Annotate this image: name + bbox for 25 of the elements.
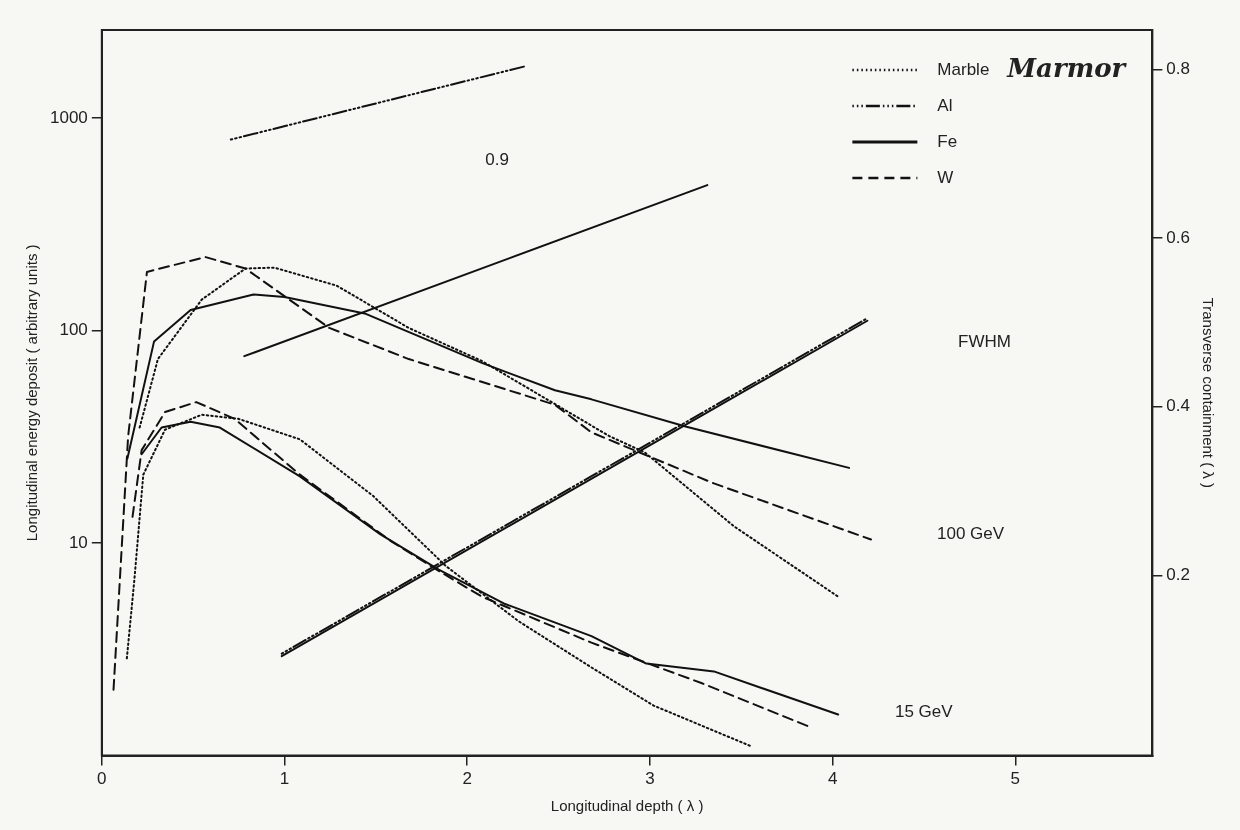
y2-tick-label: 0.8 — [1166, 59, 1191, 79]
annotation: FWHM — [958, 331, 1011, 351]
y2-tick-label: 0.2 — [1166, 564, 1191, 584]
y-axis-title: Longitudinal energy deposit ( arbitrary units ) — [23, 244, 41, 542]
y-tick-label: 10 — [68, 532, 88, 552]
y-tick-label: 1000 — [49, 107, 88, 127]
y2-tick-label: 0.6 — [1166, 227, 1191, 247]
x-tick-label: 0 — [97, 769, 107, 789]
x-tick-label: 1 — [279, 769, 290, 789]
annotation: 15 GeV — [894, 701, 954, 721]
annotation: 0.9 — [485, 150, 509, 170]
x-tick-label: 4 — [827, 769, 838, 789]
legend-label: W — [937, 167, 954, 187]
annotation: Marmor — [1006, 52, 1128, 83]
y2-axis-title: Transverse containment ( λ ) — [1199, 297, 1217, 488]
x-tick-label: 3 — [645, 769, 655, 789]
annotation: 100 GeV — [937, 523, 1005, 543]
legend-label: Fe — [937, 131, 958, 151]
legend-label: Al — [937, 95, 953, 115]
y-tick-label: 100 — [59, 320, 88, 340]
x-tick-label: 2 — [462, 769, 472, 789]
y2-tick-label: 0.4 — [1166, 396, 1191, 416]
x-tick-label: 5 — [1010, 769, 1021, 789]
legend-label: Marble — [937, 59, 990, 79]
x-axis-title: Longitudinal depth ( λ ) — [550, 797, 704, 815]
